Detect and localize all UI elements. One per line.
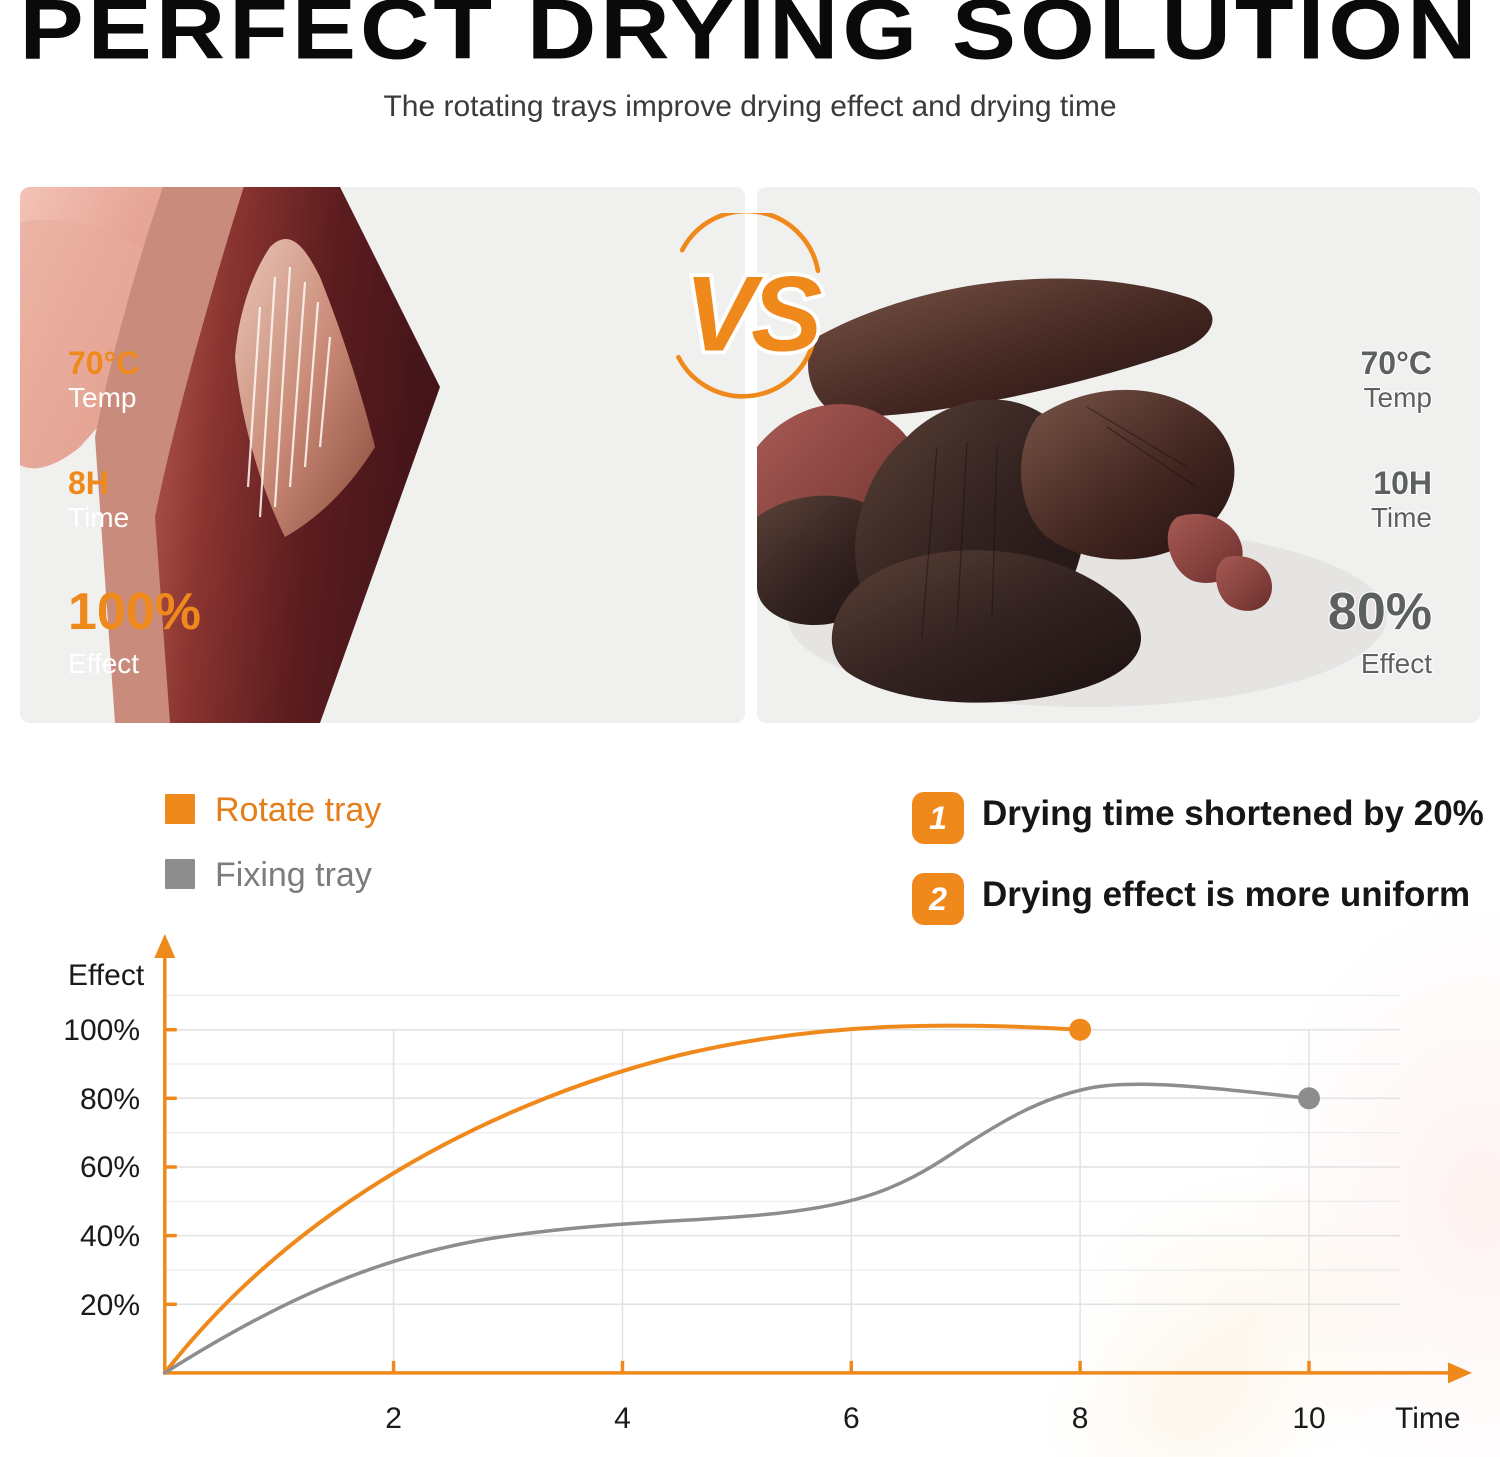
svg-text:40%: 40% [80, 1220, 140, 1253]
svg-text:8: 8 [1072, 1402, 1089, 1435]
svg-text:2: 2 [385, 1402, 402, 1435]
svg-text:80%: 80% [80, 1083, 140, 1116]
svg-text:Time: Time [1395, 1402, 1461, 1435]
svg-text:4: 4 [614, 1402, 631, 1435]
svg-text:Effect: Effect [68, 959, 145, 992]
svg-text:60%: 60% [80, 1151, 140, 1184]
svg-text:20%: 20% [80, 1289, 140, 1322]
svg-text:6: 6 [843, 1402, 860, 1435]
svg-text:100%: 100% [63, 1014, 140, 1047]
svg-text:10: 10 [1292, 1402, 1325, 1435]
